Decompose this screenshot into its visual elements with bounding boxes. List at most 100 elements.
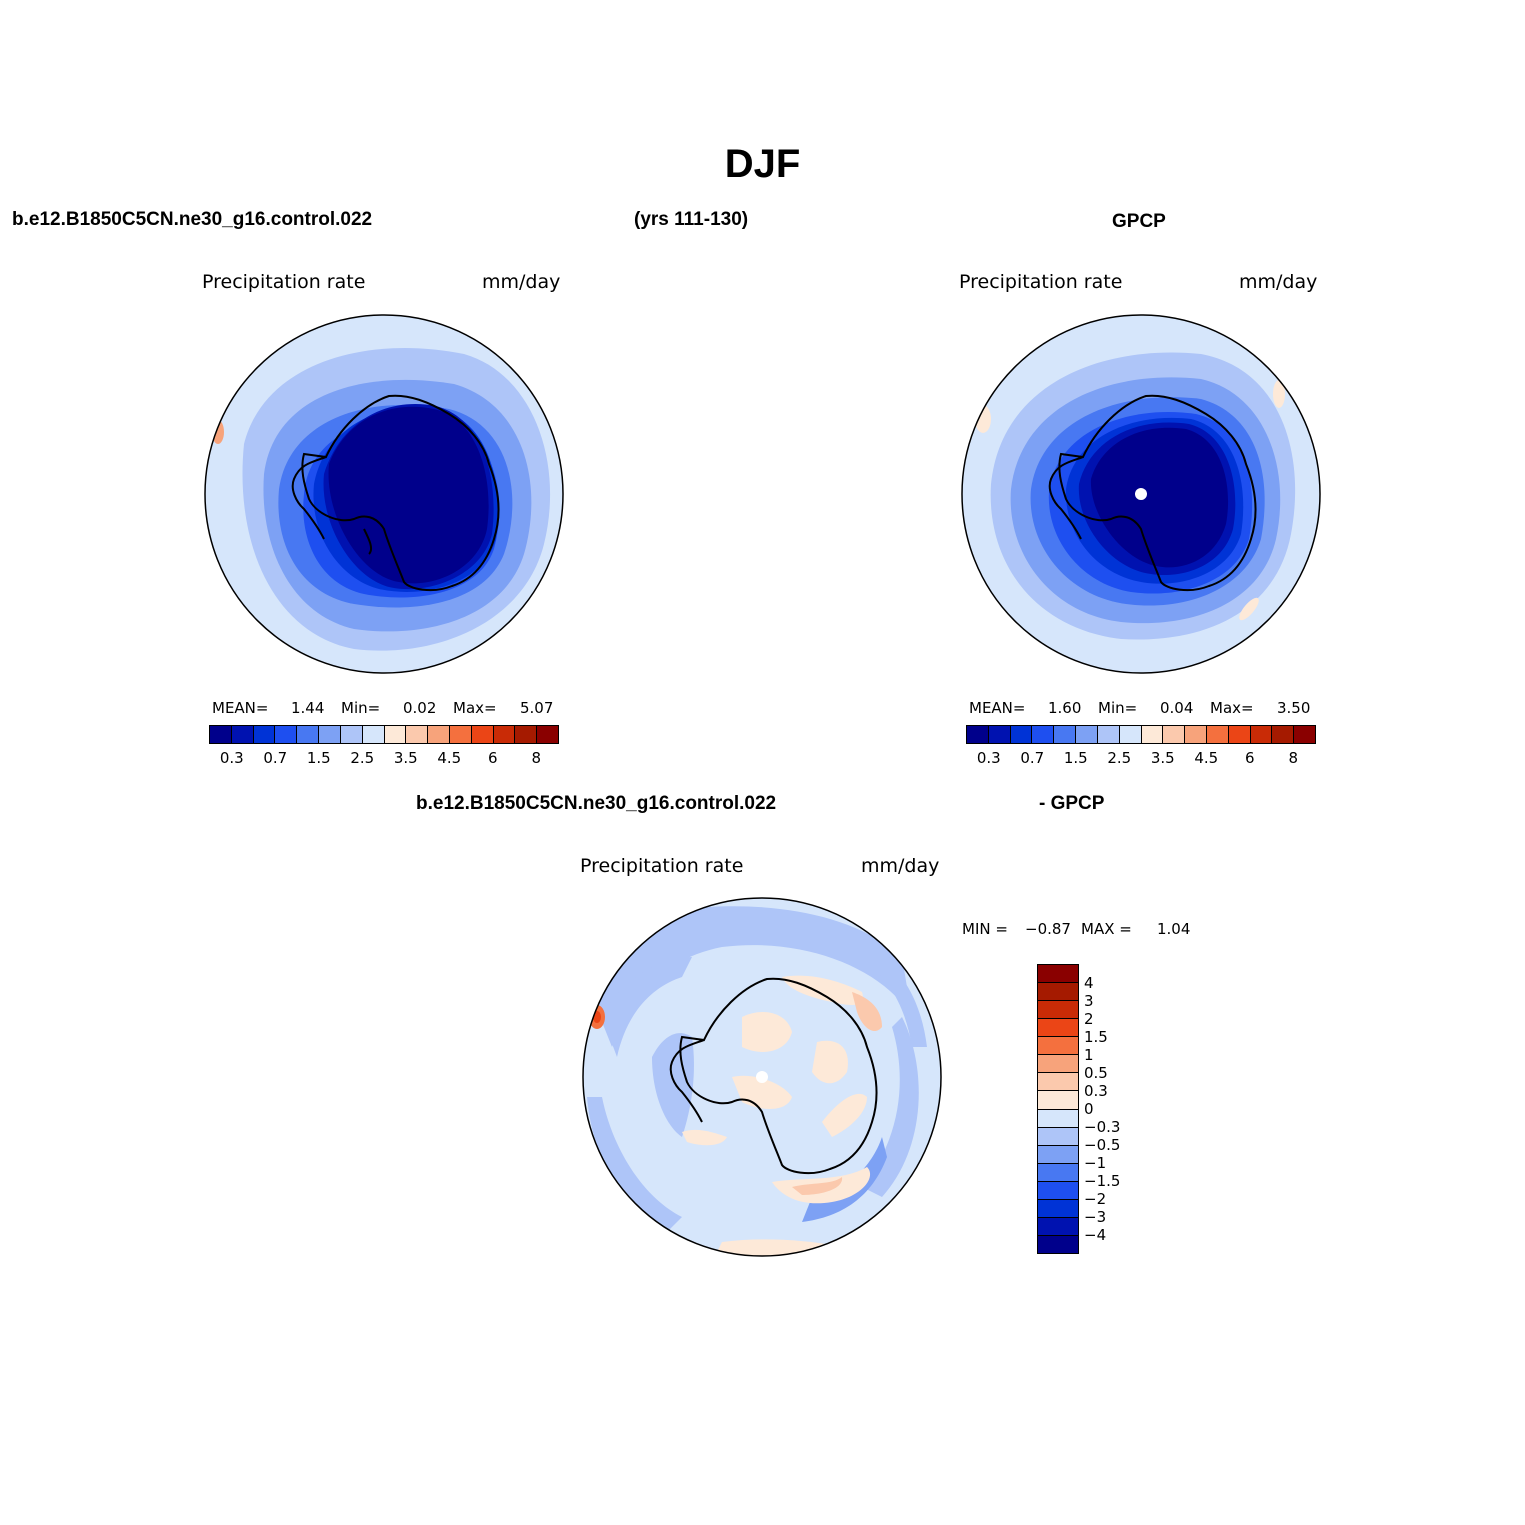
colorbar-swatch	[318, 726, 340, 743]
colorbar-swatch	[1038, 1234, 1078, 1253]
diff-units-label: mm/day	[861, 855, 940, 877]
colorbar-swatch	[252, 726, 275, 743]
colorbar-tick-label: −0.5	[1084, 1136, 1121, 1154]
obs-min-value: 0.04	[1160, 699, 1194, 717]
colorbar-swatch	[1249, 726, 1272, 743]
colorbar-tick-label: 3	[1084, 992, 1094, 1010]
model-max-value: 5.07	[520, 699, 554, 717]
case-name-header: b.e12.B1850C5CN.ne30_g16.control.022	[12, 209, 373, 230]
colorbar-tick-label: 0.3	[219, 749, 244, 767]
colorbar-tick-label: −1.5	[1084, 1172, 1121, 1190]
diff-title-right: - GPCP	[1039, 793, 1105, 814]
obs-max-value: 3.50	[1277, 699, 1311, 717]
colorbar-tick-label: 6	[487, 749, 498, 767]
colorbar-swatch	[1038, 965, 1078, 983]
colorbar-swatch	[967, 726, 988, 743]
colorbar-tick-label: 0.3	[1084, 1082, 1108, 1100]
colorbar-tick-label: −2	[1084, 1190, 1107, 1208]
colorbar-swatch	[1038, 1090, 1078, 1109]
colorbar-swatch	[1038, 982, 1078, 1001]
colorbar-tick-label: 4.5	[1194, 749, 1219, 767]
obs-name-header: GPCP	[1112, 211, 1166, 232]
diff-colorbar	[1037, 964, 1079, 1254]
colorbar-swatch	[210, 726, 231, 743]
colorbar-swatch	[987, 726, 1010, 743]
colorbar-swatch	[405, 726, 428, 743]
colorbar-swatch	[1118, 726, 1141, 743]
colorbar-tick-label: 0.7	[1020, 749, 1045, 767]
diff-min-value: −0.87	[1025, 920, 1071, 938]
colorbar-tick-label: −0.3	[1084, 1118, 1121, 1136]
colorbar-swatch	[1075, 726, 1097, 743]
colorbar-swatch	[1038, 1108, 1078, 1127]
colorbar-swatch	[383, 726, 406, 743]
colorbar-swatch	[1038, 1072, 1078, 1091]
model-max-label: Max=	[453, 699, 497, 717]
model-mean-label: MEAN=	[212, 699, 269, 717]
colorbar-swatch	[296, 726, 319, 743]
obs-polar-map	[961, 314, 1321, 674]
colorbar-swatch	[470, 726, 493, 743]
model-variable-label: Precipitation rate	[202, 271, 366, 293]
model-colorbar	[209, 725, 559, 744]
colorbar-tick-label: 1.5	[1063, 749, 1088, 767]
colorbar-tick-label: 6	[1244, 749, 1255, 767]
colorbar-tick-label: 2.5	[1107, 749, 1132, 767]
colorbar-tick-label: 0.3	[976, 749, 1001, 767]
colorbar-tick-label: 1.5	[1084, 1028, 1108, 1046]
colorbar-swatch	[361, 726, 384, 743]
model-units-label: mm/day	[482, 271, 561, 293]
colorbar-tick-label: 0.5	[1084, 1064, 1108, 1082]
colorbar-swatch	[1038, 1018, 1078, 1037]
colorbar-tick-label: 4.5	[437, 749, 462, 767]
colorbar-tick-label: 1.5	[306, 749, 331, 767]
colorbar-swatch	[1038, 1198, 1078, 1217]
years-header: (yrs 111-130)	[634, 209, 749, 230]
colorbar-swatch	[1053, 726, 1076, 743]
obs-mean-label: MEAN=	[969, 699, 1026, 717]
colorbar-swatch	[448, 726, 471, 743]
colorbar-swatch	[339, 726, 362, 743]
colorbar-tick-label: 3.5	[1150, 749, 1175, 767]
colorbar-swatch	[1227, 726, 1250, 743]
colorbar-swatch	[1162, 726, 1185, 743]
colorbar-tick-label: 8	[531, 749, 542, 767]
diff-title-left: b.e12.B1850C5CN.ne30_g16.control.022	[416, 793, 777, 814]
colorbar-swatch	[1140, 726, 1163, 743]
colorbar-tick-label: 2	[1084, 1010, 1094, 1028]
colorbar-tick-label: −1	[1084, 1154, 1107, 1172]
colorbar-swatch	[1038, 1216, 1078, 1235]
peninsula-coastline	[291, 456, 327, 540]
colorbar-tick-label: −3	[1084, 1208, 1107, 1226]
model-polar-map	[204, 314, 564, 674]
obs-variable-label: Precipitation rate	[959, 271, 1123, 293]
colorbar-tick-label: 1	[1084, 1046, 1094, 1064]
diff-max-value: 1.04	[1157, 920, 1191, 938]
model-min-label: Min=	[341, 699, 381, 717]
model-mean-value: 1.44	[291, 699, 325, 717]
colorbar-swatch	[427, 726, 449, 743]
colorbar-swatch	[492, 726, 515, 743]
colorbar-swatch	[1038, 1126, 1078, 1145]
colorbar-swatch	[230, 726, 253, 743]
colorbar-swatch	[536, 726, 558, 743]
obs-units-label: mm/day	[1239, 271, 1318, 293]
colorbar-tick-label: 8	[1288, 749, 1299, 767]
colorbar-swatch	[1038, 1180, 1078, 1199]
colorbar-swatch	[274, 726, 297, 743]
colorbar-swatch	[1184, 726, 1206, 743]
colorbar-tick-label: 0	[1084, 1100, 1094, 1118]
diff-polar-map	[582, 897, 942, 1257]
colorbar-swatch	[1096, 726, 1119, 743]
colorbar-tick-label: 4	[1084, 974, 1094, 992]
colorbar-tick-label: 3.5	[393, 749, 418, 767]
model-min-value: 0.02	[403, 699, 437, 717]
colorbar-swatch	[1038, 1162, 1078, 1181]
colorbar-swatch	[514, 726, 537, 743]
diff-max-label: MAX =	[1081, 920, 1132, 938]
colorbar-tick-label: 0.7	[263, 749, 288, 767]
obs-max-label: Max=	[1210, 699, 1254, 717]
colorbar-swatch	[1009, 726, 1032, 743]
obs-mean-value: 1.60	[1048, 699, 1082, 717]
colorbar-swatch	[1271, 726, 1294, 743]
